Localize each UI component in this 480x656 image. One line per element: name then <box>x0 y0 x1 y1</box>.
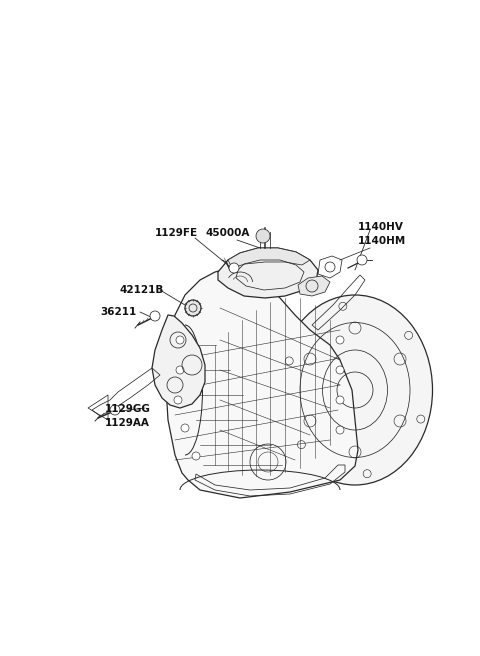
Circle shape <box>150 311 160 321</box>
Circle shape <box>176 366 184 374</box>
Text: 1129AA: 1129AA <box>105 418 150 428</box>
Circle shape <box>336 336 344 344</box>
Text: 1129GG: 1129GG <box>105 404 151 414</box>
Circle shape <box>336 426 344 434</box>
Circle shape <box>181 424 189 432</box>
Circle shape <box>174 396 182 404</box>
Circle shape <box>357 255 367 265</box>
Polygon shape <box>152 315 205 408</box>
Ellipse shape <box>277 295 432 485</box>
Circle shape <box>256 229 270 243</box>
Circle shape <box>325 262 335 272</box>
Text: 42121B: 42121B <box>120 285 164 295</box>
Text: 1140HV: 1140HV <box>358 222 404 232</box>
Polygon shape <box>218 248 318 298</box>
Circle shape <box>185 300 201 316</box>
Circle shape <box>110 405 120 415</box>
Polygon shape <box>298 276 330 296</box>
Circle shape <box>192 452 200 460</box>
Polygon shape <box>165 268 358 498</box>
Circle shape <box>229 263 239 273</box>
Text: 1140HM: 1140HM <box>358 236 406 246</box>
Polygon shape <box>228 248 310 268</box>
Circle shape <box>336 396 344 404</box>
Text: 45000A: 45000A <box>205 228 250 238</box>
Circle shape <box>176 336 184 344</box>
Text: 36211: 36211 <box>100 307 136 317</box>
Text: 1129FE: 1129FE <box>155 228 198 238</box>
Circle shape <box>336 366 344 374</box>
